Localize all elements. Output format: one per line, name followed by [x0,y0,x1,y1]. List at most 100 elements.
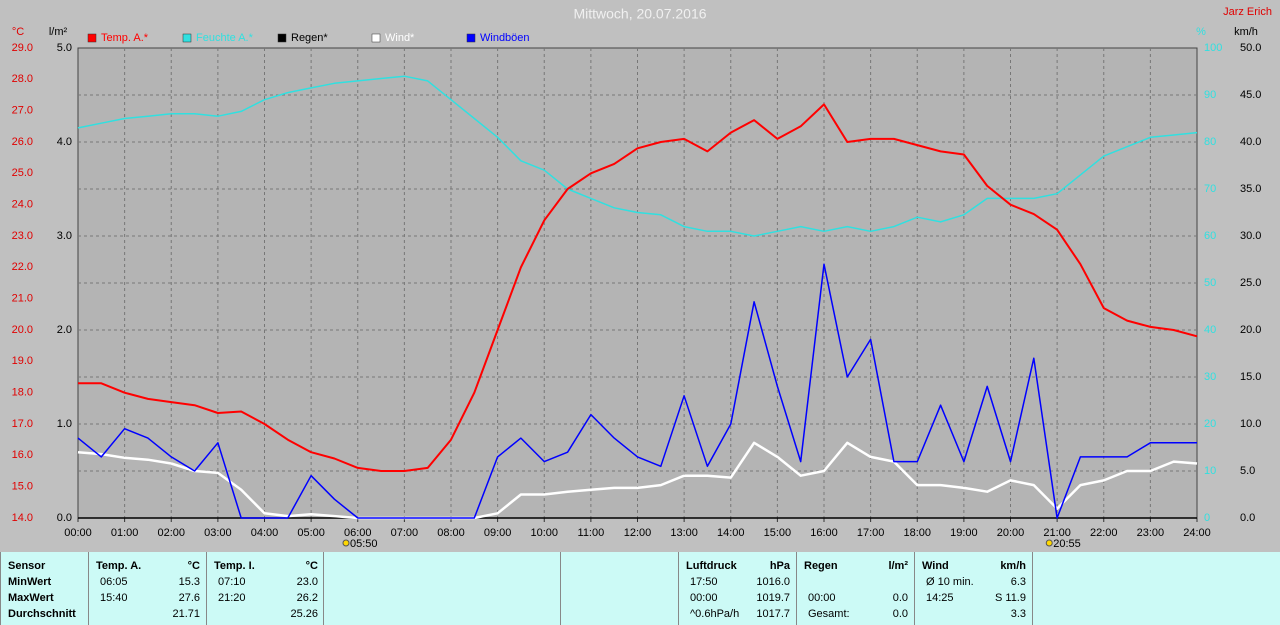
y-tick-label: 15.0 [12,481,33,493]
panel [323,552,324,625]
x-tick-label: 09:00 [484,527,512,539]
panel-content: Sensor MinWert MaxWert Durchschnitt [0,552,118,625]
y-tick-label: 0 [1204,512,1210,524]
x-tick-label: 13:00 [670,527,698,539]
y-tick-label: 90 [1204,89,1216,101]
row-value: 1016.0 [756,576,790,588]
x-tick-label: 02:00 [157,527,185,539]
legend-label: Wind* [385,32,415,44]
series-line [77,263,1197,519]
x-tick-label: 05:00 [297,527,325,539]
panel-content: Wind km/h Ø 10 min. 6.3 14:25 S 11.9 3.3 [914,552,1032,625]
sun-marker [1045,539,1053,547]
panel-unit: °C [187,560,200,572]
y-tick-label: 1.0 [57,418,72,430]
panel [678,552,679,625]
legend-swatch [277,33,287,43]
y-tick-label: 20 [1204,418,1216,430]
y-tick-label: 10.0 [1240,418,1261,430]
x-tick-label: 16:00 [810,527,838,539]
legend-label: Windböen [480,32,530,44]
row-value: 3.3 [1010,608,1026,620]
series-line [77,441,1198,520]
y-tick-label: 70 [1204,183,1216,195]
y-tick-label: 3.0 [57,230,72,242]
panel-title: Regen [804,560,838,572]
axis-title: % [1196,26,1206,38]
y-tick-label: 21.0 [12,293,33,305]
x-tick-label: 24:00 [1183,527,1211,539]
author: Jarz Erich [1223,6,1272,18]
legend-label: Feuchte A.* [196,32,254,44]
legend-swatch [182,33,192,43]
y-tick-label: 22.0 [12,261,33,273]
panel-title: Temp. I. [214,560,255,572]
panel [206,552,207,625]
legend-swatch [87,33,97,43]
row-value: 21.71 [172,608,200,620]
panel-unit: hPa [769,560,790,572]
row-label: MaxWert [8,592,54,604]
x-tick-label: 18:00 [903,527,931,539]
panel [0,552,1,625]
row-value: 6.3 [1010,576,1026,588]
x-tick-label: 06:00 [344,527,372,539]
axis-title: l/m² [49,26,68,38]
y-tick-label: 24.0 [12,199,33,211]
y-tick-label: 20.0 [1240,324,1261,336]
x-tick-label: 12:00 [624,527,652,539]
legend-label: Regen* [291,32,328,44]
y-tick-label: 4.0 [57,136,72,148]
panel [1032,552,1033,625]
y-tick-label: 14.0 [12,512,33,524]
y-tick-label: 30.0 [1240,230,1261,242]
row-value: 15.3 [178,576,200,588]
y-tick-label: 0.0 [1240,512,1255,524]
x-tick-label: 14:00 [717,527,745,539]
y-tick-label: 0.0 [57,512,72,524]
x-tick-label: 01:00 [111,527,139,539]
y-tick-label: 15.0 [1240,371,1261,383]
row-value: S 11.9 [995,592,1026,604]
y-tick-label: 100 [1204,42,1222,54]
legend-label: Temp. A.* [101,32,149,44]
x-tick-label: 22:00 [1090,527,1118,539]
row-time: 07:10 [218,576,246,588]
row-time: 14:25 [926,592,954,604]
row-value: 1017.7 [756,608,790,620]
x-tick-label: 03:00 [204,527,232,539]
row-time: Ø 10 min. [926,576,974,588]
panel-content: Regen l/m² 00:00 0.0 Gesamt: 0.0 [796,552,914,625]
chart-title: Mittwoch, 20.07.2016 [573,6,706,22]
y-tick-label: 17.0 [12,418,33,430]
axis-title: °C [12,26,24,38]
row-label: MinWert [8,576,52,588]
y-tick-label: 10 [1204,465,1216,477]
y-tick-label: 50 [1204,277,1216,289]
row-value: 0.0 [892,608,908,620]
panel-content: Temp. A. °C 06:05 15.3 15:40 27.6 21.71 [88,552,206,625]
y-tick-label: 5.0 [1240,465,1255,477]
panel-content: Temp. I. °C 07:10 23.0 21:20 26.2 25.26 [206,552,324,625]
y-tick-label: 60 [1204,230,1216,242]
y-tick-label: 40.0 [1240,136,1261,148]
y-tick-label: 27.0 [12,105,33,117]
axis-title: km/h [1234,26,1258,38]
sun-time: 20:55 [1053,538,1081,550]
sun-time: 05:50 [350,538,378,550]
y-tick-label: 80 [1204,136,1216,148]
panel-content: Luftdruck hPa 17:50 1016.0 00:00 1019.7 ^0.6hP… [678,552,796,625]
x-tick-label: 17:00 [857,527,885,539]
y-tick-label: 29.0 [12,42,33,54]
row-value: 26.2 [296,592,318,604]
panel [560,552,561,625]
series-line [78,103,1198,472]
row-time: 15:40 [100,592,128,604]
panel [796,552,797,625]
x-tick-label: 23:00 [1137,527,1165,539]
x-tick-label: 19:00 [950,527,978,539]
row-label: Durchschnitt [8,608,76,620]
x-tick-label: 11:00 [578,527,605,539]
panel-title: Luftdruck [686,560,737,572]
